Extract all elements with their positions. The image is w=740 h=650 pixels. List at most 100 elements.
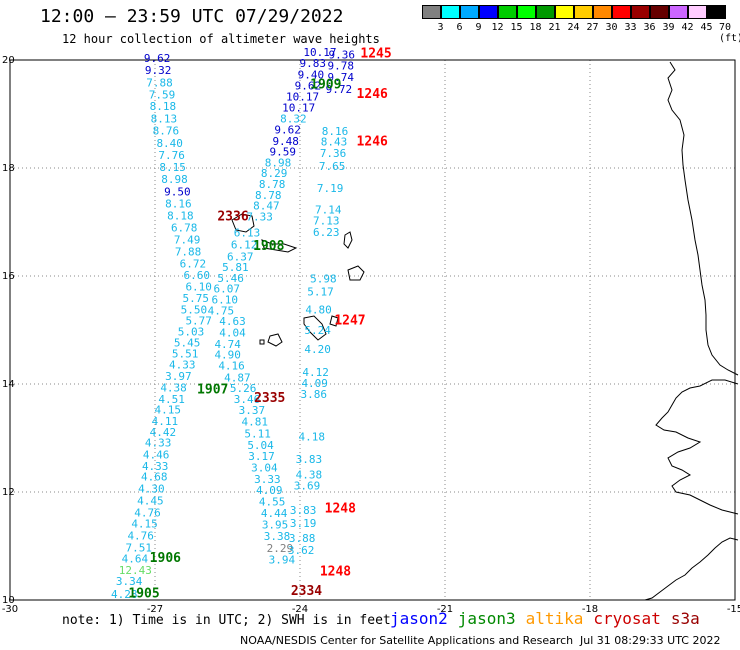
plot-title: 12:00 – 23:59 UTC 07/29/2022 bbox=[40, 6, 344, 27]
wave-height-value: 4.46 bbox=[143, 449, 170, 462]
wave-height-value: 9.74 bbox=[328, 71, 355, 84]
wave-height-value: 6.37 bbox=[227, 250, 254, 263]
legend-label: 39 bbox=[662, 22, 675, 33]
legend-label: 33 bbox=[624, 22, 637, 33]
island-maio bbox=[329, 315, 339, 327]
legend-label: 45 bbox=[700, 22, 713, 33]
wave-height-value: 3.86 bbox=[300, 388, 327, 401]
pass-time-label: 1906 bbox=[150, 551, 181, 566]
wave-height-value: 6.10 bbox=[185, 281, 212, 294]
legend-swatch bbox=[612, 5, 631, 19]
wave-height-value: 7.49 bbox=[174, 234, 201, 247]
wave-height-value: 4.90 bbox=[214, 349, 241, 362]
coastline bbox=[231, 61, 739, 601]
satellite-name-s3a: s3a bbox=[670, 609, 700, 628]
wave-height-value: 8.98 bbox=[265, 156, 292, 169]
wave-height-value: 9.72 bbox=[326, 83, 353, 96]
wave-height-value: 8.15 bbox=[159, 161, 186, 174]
pass-time-label: 1908 bbox=[253, 239, 284, 254]
pass-time-label: 1248 bbox=[325, 502, 356, 517]
wave-height-value: 8.43 bbox=[321, 135, 348, 148]
wave-height-value: 8.78 bbox=[255, 189, 281, 202]
wave-height-value: 8.16 bbox=[322, 125, 349, 138]
wave-height-value: 4.12 bbox=[302, 366, 329, 379]
wave-height-value: 10.17 bbox=[286, 91, 319, 104]
wave-height-value: 5.51 bbox=[172, 348, 199, 361]
wave-height-value: 9.48 bbox=[272, 135, 299, 148]
wave-height-value: 5.81 bbox=[222, 261, 249, 274]
legend-swatch bbox=[536, 5, 555, 19]
wave-height-value: 3.17 bbox=[248, 450, 274, 463]
wave-height-value: 6.12 bbox=[231, 238, 258, 251]
wave-height-value: 7.33 bbox=[246, 210, 273, 223]
pass-time-label: 2334 bbox=[291, 584, 322, 599]
legend-swatch bbox=[517, 5, 536, 19]
wave-height-value: 4.28 bbox=[111, 588, 137, 601]
legend-label: 30 bbox=[605, 22, 618, 33]
map-frame bbox=[9, 59, 736, 601]
observation-values: 9.629.327.887.598.188.138.768.407.768.15… bbox=[111, 46, 355, 601]
wave-height-value: 4.87 bbox=[224, 371, 251, 384]
wave-height-value: 3.94 bbox=[269, 553, 296, 566]
pass-time-label: 1246 bbox=[357, 87, 388, 102]
wave-height-value: 4.15 bbox=[155, 404, 182, 417]
wave-height-value: 8.78 bbox=[259, 178, 286, 191]
wave-height-value: 9.32 bbox=[145, 64, 172, 77]
wave-height-value: 9.40 bbox=[298, 68, 325, 81]
wave-height-value: 4.80 bbox=[305, 303, 332, 316]
wave-height-value: 5.11 bbox=[244, 427, 271, 440]
x-tick-label: -15 bbox=[727, 604, 740, 615]
wave-height-value: 5.50 bbox=[181, 303, 208, 316]
wave-height-value: 3.37 bbox=[239, 404, 266, 417]
wave-height-value: 9.36 bbox=[329, 48, 356, 61]
wave-height-value: 5.46 bbox=[217, 272, 244, 285]
wave-height-value: 4.09 bbox=[256, 484, 283, 497]
wave-height-value: 9.59 bbox=[270, 146, 297, 159]
legend-label: 15 bbox=[510, 22, 523, 33]
island-boavista bbox=[347, 265, 365, 281]
wave-height-value: 3.88 bbox=[289, 532, 316, 545]
pass-time-label: 1905 bbox=[128, 586, 159, 601]
legend-label: 70 (ft) bbox=[719, 22, 740, 44]
wave-height-value: 3.19 bbox=[290, 517, 317, 530]
wave-height-value: 5.45 bbox=[174, 337, 201, 350]
wave-height-value: 4.38 bbox=[296, 469, 323, 482]
wave-height-value: 5.04 bbox=[247, 439, 274, 452]
wave-height-value: 6.60 bbox=[184, 269, 211, 282]
legend-label: 18 bbox=[529, 22, 542, 33]
pass-time-label: 2336 bbox=[217, 209, 248, 224]
wave-height-value: 9.62 bbox=[144, 52, 171, 65]
senegal-coast bbox=[655, 379, 739, 515]
wave-height-value: 7.36 bbox=[320, 147, 347, 160]
wave-height-value: 3.83 bbox=[296, 453, 323, 466]
wave-height-value: 4.75 bbox=[208, 304, 235, 317]
pass-time-label: 2335 bbox=[254, 391, 285, 406]
wave-height-value: 4.42 bbox=[150, 426, 177, 439]
wave-height-value: 4.20 bbox=[304, 343, 331, 356]
y-tick-label: 14 bbox=[2, 379, 15, 390]
legend-swatch bbox=[593, 5, 612, 19]
wave-height-value: 6.13 bbox=[234, 227, 260, 240]
lat-lon-grid: -30 -27 -24 -21 -18 -15 20 18 16 14 12 10 bbox=[2, 55, 740, 615]
wave-height-value: 4.16 bbox=[218, 359, 245, 372]
wave-height-value: 12.43 bbox=[119, 564, 152, 577]
legend-swatch bbox=[441, 5, 460, 19]
legend-label: 27 bbox=[586, 22, 599, 33]
legend-swatch bbox=[460, 5, 479, 19]
legend-label: 9 bbox=[475, 22, 482, 33]
wave-height-value: 7.13 bbox=[313, 215, 340, 228]
wave-height-value: 6.72 bbox=[180, 257, 207, 270]
wave-height-value: 8.18 bbox=[150, 100, 177, 113]
wave-height-value: 7.19 bbox=[317, 182, 344, 195]
wave-height-value: 8.47 bbox=[253, 200, 280, 213]
wave-height-value: 8.40 bbox=[156, 137, 183, 150]
wave-height-value: 8.98 bbox=[161, 173, 188, 186]
wave-height-value: 3.46 bbox=[234, 393, 260, 406]
wave-height-value: 2.29 bbox=[267, 542, 294, 555]
legend-swatch bbox=[650, 5, 669, 19]
wave-height-value: 7.14 bbox=[315, 203, 342, 216]
wave-height-value: 4.33 bbox=[142, 460, 169, 473]
satellite-name-jason2: jason2 bbox=[390, 609, 448, 628]
wave-height-value: 5.26 bbox=[230, 382, 257, 395]
